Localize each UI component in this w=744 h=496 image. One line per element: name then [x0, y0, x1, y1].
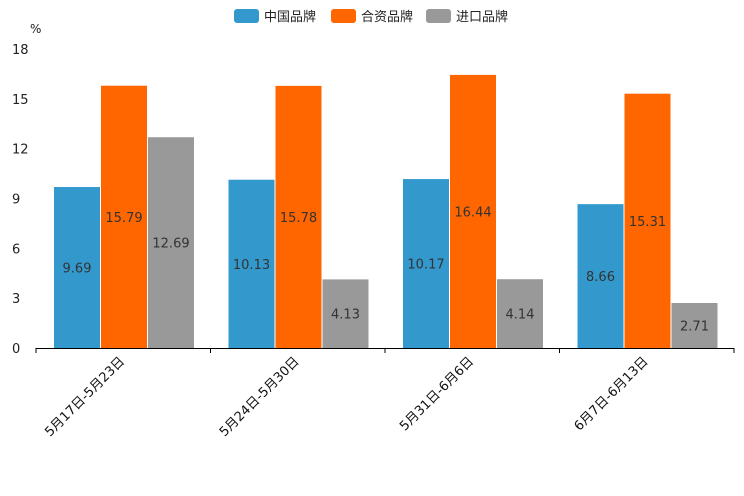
- bar: [54, 187, 100, 348]
- bar: [101, 85, 147, 348]
- bar-value-label: 4.13: [331, 308, 360, 323]
- legend-swatch: [331, 9, 356, 23]
- legend-swatch: [426, 9, 451, 23]
- y-tick-label: 0: [12, 342, 20, 357]
- legend: 中国品牌 合资品牌 进口品牌: [234, 9, 508, 25]
- bar-value-label: 8.66: [586, 270, 615, 285]
- bar-value-label: 9.69: [63, 262, 92, 277]
- y-tick-label: 9: [12, 193, 20, 208]
- bar: [403, 179, 449, 348]
- bar: [450, 74, 496, 348]
- bar-value-label: 10.13: [233, 258, 270, 273]
- bar: [322, 279, 369, 348]
- x-category-label: 6月7日-6月13日: [572, 354, 652, 434]
- legend-swatch: [234, 9, 259, 23]
- legend-label: 进口品牌: [456, 9, 508, 25]
- bar: [671, 302, 718, 348]
- bars: 9.69 15.79 12.69 10.13 15.78 4.13 10.17 16.44 4.…: [54, 74, 718, 349]
- bar-value-label: 15.79: [105, 211, 142, 226]
- y-tick-label: 12: [12, 143, 29, 158]
- y-axis-unit: %: [30, 22, 41, 36]
- bar: [577, 204, 624, 348]
- bar-value-label: 15.31: [629, 215, 666, 230]
- y-axis: 0 3 6 9 12 15 18: [12, 43, 29, 357]
- y-tick-label: 3: [12, 292, 20, 307]
- bar: [497, 279, 543, 348]
- bar: [624, 93, 671, 348]
- legend-label: 中国品牌: [264, 9, 316, 25]
- bar-value-label: 12.69: [152, 237, 189, 252]
- bar-value-label: 16.44: [454, 205, 491, 220]
- bar-value-label: 2.71: [680, 319, 709, 334]
- x-category-label: 5月17日-5月23日: [42, 354, 128, 440]
- y-tick-label: 15: [12, 93, 29, 108]
- x-axis: 5月17日-5月23日 5月24日-5月30日 5月31日-6月6日 6月7日-6月1…: [35, 348, 735, 440]
- x-category-label: 5月31日-6月6日: [397, 354, 477, 434]
- bar: [275, 85, 322, 349]
- bar: [148, 137, 194, 348]
- y-tick-label: 18: [12, 43, 29, 58]
- legend-label: 合资品牌: [361, 9, 413, 25]
- x-category-label: 5月24日-5月30日: [217, 354, 303, 440]
- y-tick-label: 6: [12, 242, 20, 257]
- bar-value-label: 15.78: [280, 211, 317, 226]
- bar-value-label: 4.14: [506, 308, 535, 323]
- bar: [228, 179, 275, 348]
- bar-value-label: 10.17: [407, 258, 444, 273]
